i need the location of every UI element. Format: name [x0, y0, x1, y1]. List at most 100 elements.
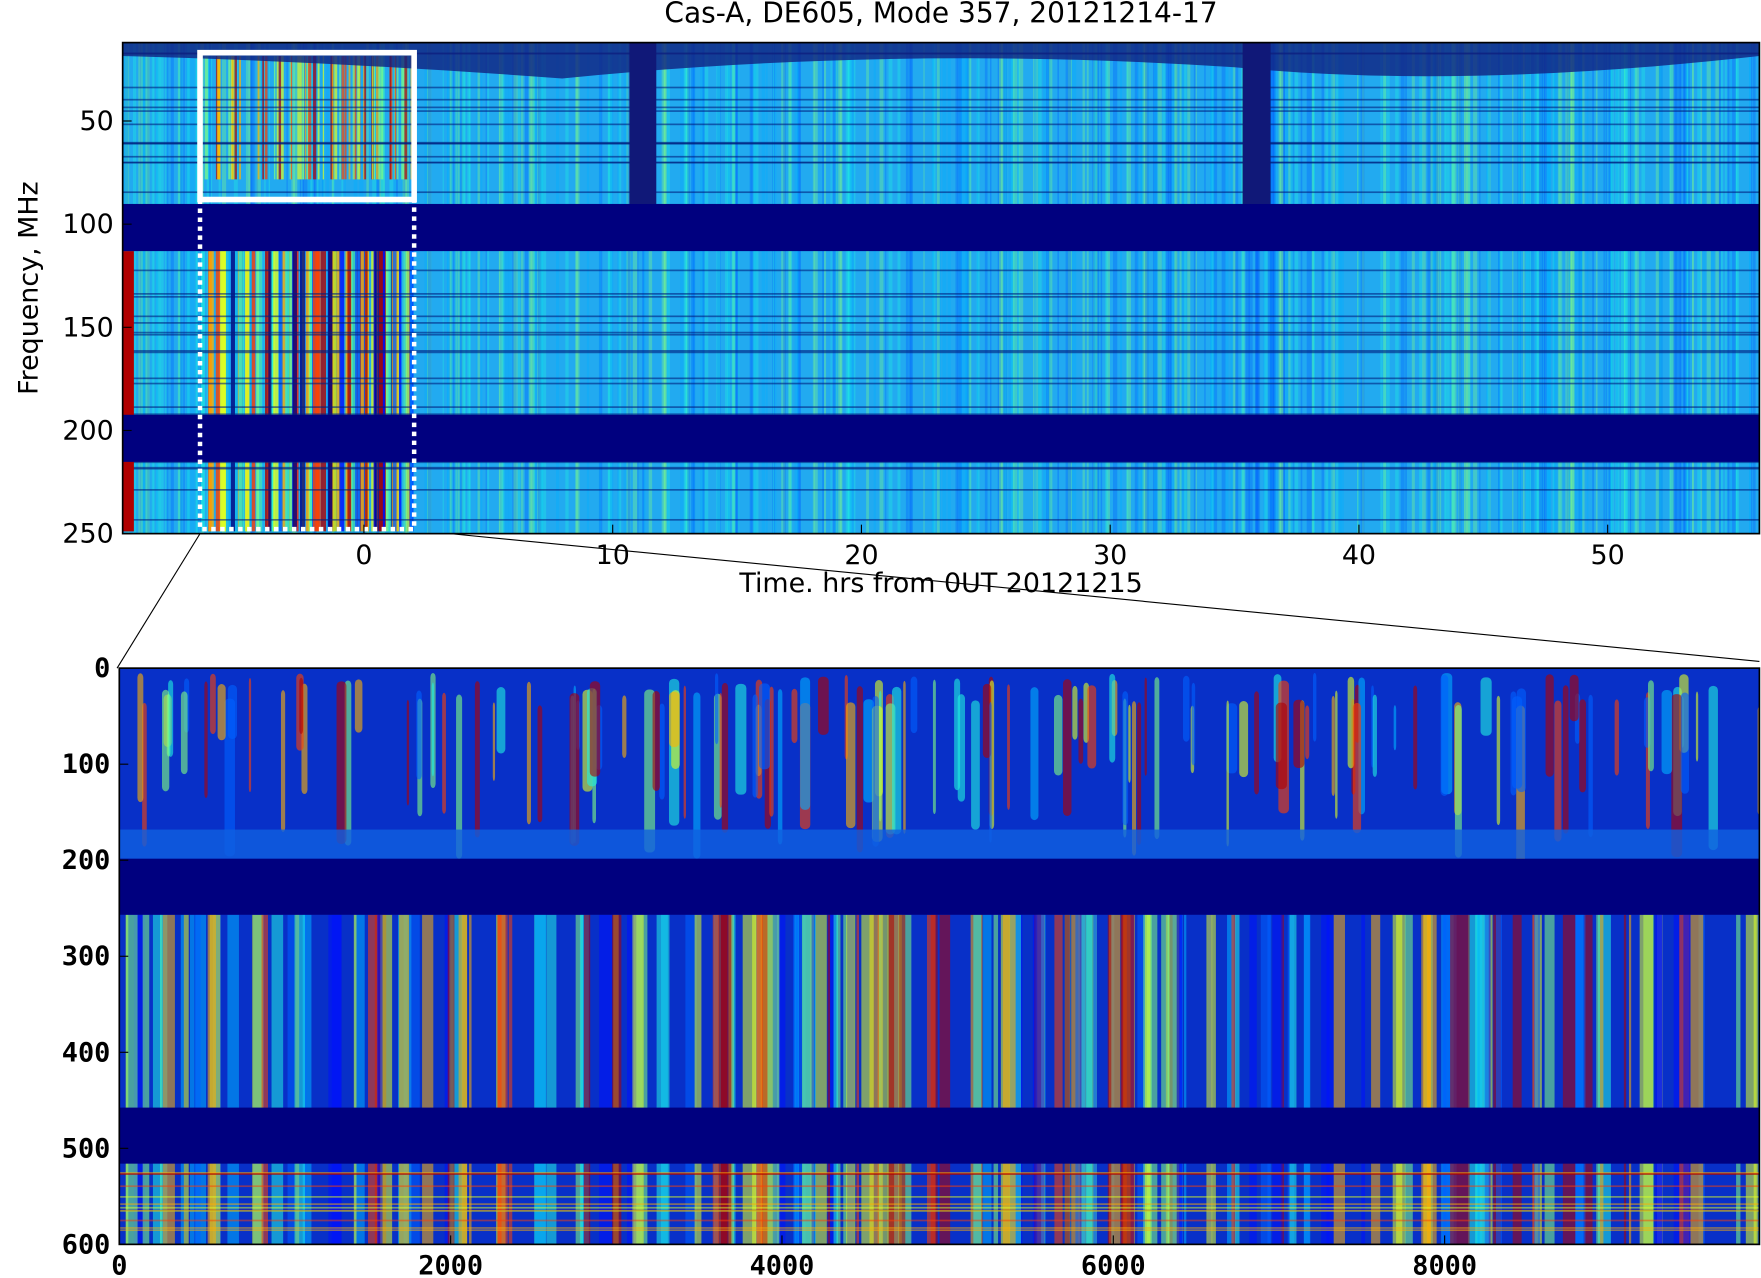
- arc: [442, 693, 446, 814]
- stripe: [1393, 915, 1406, 1245]
- stripe: [802, 915, 812, 1245]
- arc: [1072, 686, 1077, 740]
- arc: [1030, 687, 1038, 820]
- stripe: [1361, 915, 1365, 1245]
- x-tick-label: 0: [355, 540, 372, 571]
- stripe: [834, 915, 839, 1245]
- stripe: [861, 915, 873, 1245]
- arc: [1335, 691, 1337, 819]
- hline: [123, 270, 1760, 272]
- arc: [846, 702, 855, 828]
- hline: [123, 489, 1760, 491]
- stripe: [459, 915, 468, 1245]
- arc: [1563, 685, 1569, 833]
- stripe: [404, 56, 407, 179]
- arc: [299, 678, 303, 734]
- arc: [1497, 696, 1500, 825]
- hline: [123, 332, 1760, 334]
- stripe: [294, 915, 305, 1245]
- band: [123, 415, 1760, 462]
- arc: [791, 689, 797, 743]
- hline: [123, 350, 1760, 352]
- arc: [872, 696, 879, 847]
- arc: [1648, 680, 1654, 771]
- arc: [137, 673, 143, 802]
- stripe: [313, 56, 316, 179]
- stripe: [1145, 915, 1150, 1245]
- arc: [752, 694, 757, 797]
- arc: [181, 691, 188, 774]
- arc: [1313, 673, 1316, 742]
- arc: [1063, 679, 1071, 816]
- arc: [800, 677, 810, 810]
- hline: [123, 293, 1760, 295]
- stripe: [339, 56, 341, 179]
- stripe: [632, 915, 643, 1245]
- stripe: [262, 56, 264, 179]
- stripe: [469, 915, 471, 1245]
- stripe: [349, 56, 351, 179]
- arc: [1373, 695, 1377, 777]
- arc: [653, 691, 660, 791]
- arc: [1481, 677, 1492, 735]
- arc: [1254, 691, 1259, 794]
- arc: [1137, 702, 1141, 845]
- hline: [123, 110, 1760, 112]
- stripe: [374, 56, 375, 179]
- stripe: [1405, 915, 1413, 1245]
- arc: [497, 687, 506, 753]
- stripe: [323, 56, 324, 179]
- arc: [684, 686, 686, 819]
- stripe: [378, 56, 380, 179]
- arc: [1239, 701, 1248, 777]
- y-axis-label: Frequency, MHz: [13, 181, 44, 395]
- stripe: [1496, 915, 1502, 1245]
- arc: [210, 674, 216, 734]
- stripe: [1261, 915, 1271, 1245]
- arc: [570, 693, 580, 846]
- stripe: [794, 915, 799, 1245]
- arc: [218, 684, 226, 740]
- hline: [123, 143, 1760, 145]
- stripe: [227, 915, 239, 1245]
- hline: [123, 315, 1760, 317]
- stripe: [448, 915, 455, 1245]
- stripe: [190, 915, 194, 1245]
- arc: [989, 702, 991, 843]
- stripe: [342, 56, 344, 179]
- stripe: [288, 915, 294, 1245]
- stripe: [305, 56, 306, 179]
- stripe: [1371, 915, 1380, 1245]
- arc: [1413, 685, 1417, 789]
- arc: [1681, 693, 1689, 794]
- x-tick-label: 8000: [1412, 1251, 1477, 1278]
- stripe: [381, 56, 383, 179]
- stripe: [252, 915, 263, 1245]
- y-tick-label: 250: [62, 519, 113, 550]
- stripe: [1304, 915, 1310, 1245]
- stripe: [1249, 915, 1256, 1245]
- y-tick-label: 0: [94, 653, 110, 684]
- stripe: [1545, 915, 1555, 1245]
- arc: [857, 686, 863, 852]
- hline: [119, 1185, 1759, 1187]
- stripe: [353, 56, 355, 179]
- stripe: [1212, 915, 1216, 1245]
- stripe: [1289, 915, 1296, 1245]
- stripe: [1450, 915, 1458, 1245]
- stripe: [195, 915, 201, 1245]
- arc: [1579, 699, 1586, 792]
- hline: [119, 1227, 1759, 1229]
- arc: [778, 689, 782, 844]
- hline: [123, 156, 1760, 158]
- y-tick-label: 200: [62, 845, 111, 876]
- hline: [119, 1207, 1759, 1209]
- hline: [123, 334, 1760, 336]
- arc: [892, 687, 901, 834]
- stripe: [258, 56, 260, 179]
- arc: [416, 691, 421, 780]
- arc: [590, 681, 600, 776]
- stripe: [1640, 915, 1653, 1245]
- arc: [818, 677, 829, 735]
- stripe: [879, 915, 889, 1245]
